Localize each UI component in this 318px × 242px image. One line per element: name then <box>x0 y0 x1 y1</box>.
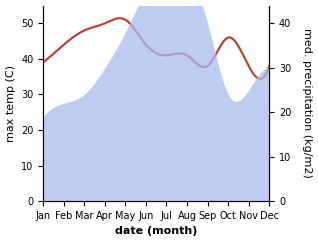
Y-axis label: max temp (C): max temp (C) <box>5 65 16 142</box>
Y-axis label: med. precipitation (kg/m2): med. precipitation (kg/m2) <box>302 28 313 178</box>
X-axis label: date (month): date (month) <box>115 227 197 236</box>
